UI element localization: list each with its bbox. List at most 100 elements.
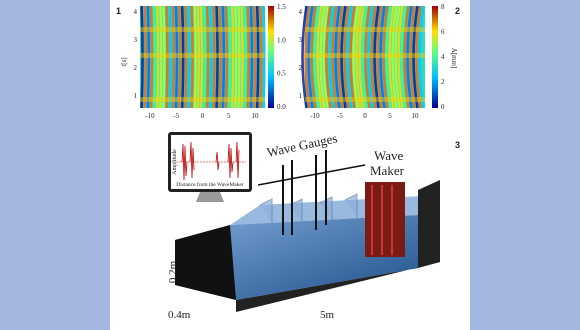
x-tick-label: -5 <box>173 112 179 120</box>
heatmap-stripe <box>418 5 425 109</box>
y-tick-label: 2 <box>134 64 138 72</box>
heatmap-band <box>140 97 265 102</box>
monitor-stand <box>196 192 224 202</box>
colorbar-tick-label: 0.5 <box>277 70 286 78</box>
heatmap-stripe <box>262 5 266 109</box>
heatmap-stripe <box>212 5 216 109</box>
heatmap-stripe <box>328 5 335 109</box>
heatmap-stripe <box>394 5 401 109</box>
panel-label: 2 <box>455 6 460 16</box>
colorbar <box>432 6 438 108</box>
y-tick-label: 3 <box>299 36 303 44</box>
wave-maker-paddles <box>371 185 393 255</box>
heatmap-stripe <box>346 5 353 109</box>
colorbar-tick-label: 0 <box>441 103 445 111</box>
colorbar <box>268 6 274 108</box>
heatmap-stripe <box>159 5 163 109</box>
heatmap-stripe <box>397 5 404 109</box>
heatmap-stripe <box>149 5 154 109</box>
heatmap-stripe <box>184 5 188 109</box>
x-tick-label: -10 <box>145 112 155 120</box>
heatmap-stripe <box>255 5 260 109</box>
heatmap-stripe <box>174 5 179 109</box>
heatmap-stripe <box>373 5 380 109</box>
heatmap-stripe <box>155 5 160 109</box>
heatmap-stripe <box>316 5 323 109</box>
heatmap-stripe <box>162 5 166 109</box>
heatmap-stripe <box>165 5 169 109</box>
maker-label: Wave <box>374 148 403 163</box>
heatmap-stripe <box>221 5 226 109</box>
tank-wall <box>418 180 440 268</box>
x-tick-label: -10 <box>310 112 320 120</box>
tank-bottom <box>236 250 440 312</box>
colorbar-tick-label: 4 <box>441 53 445 61</box>
x-tick-label: 10 <box>412 112 420 120</box>
y-tick-label: 1 <box>299 92 303 100</box>
heatmap-stripe <box>415 5 422 109</box>
heatmap-stripe <box>209 5 213 109</box>
heatmap-stripe <box>152 5 157 109</box>
x-tick-label: 10 <box>252 112 260 120</box>
x-tick-label: -5 <box>337 112 343 120</box>
heatmap-stripe <box>249 5 254 109</box>
colorbar-tick-label: 1.0 <box>277 36 286 44</box>
heatmap-stripe <box>252 5 257 109</box>
heatmap-band <box>305 53 425 58</box>
heatmap-stripe <box>370 5 377 109</box>
heatmap-stripe <box>400 5 407 109</box>
waves <box>259 193 358 223</box>
panel-label: 3 <box>455 140 460 150</box>
tank-end <box>175 225 236 300</box>
heatmap-stripe <box>364 5 371 109</box>
heatmap-stripe <box>301 5 308 109</box>
y-tick-label: 4 <box>134 8 138 16</box>
heatmap-stripe <box>388 5 395 109</box>
heatmap-stripe <box>180 5 185 109</box>
y-tick-label: 1 <box>134 92 138 100</box>
heatmap-stripe <box>227 5 232 109</box>
dim-label: 0.2m <box>167 260 179 283</box>
heatmap-stripe <box>259 5 263 109</box>
maker-label: Maker <box>370 163 405 178</box>
heatmap-stripe <box>187 5 191 109</box>
heatmap-stripe <box>343 5 350 109</box>
heatmap-stripe <box>307 5 314 109</box>
heatmap-stripe <box>168 5 172 109</box>
heatmap-stripe <box>202 5 207 109</box>
heatmap-stripe <box>240 5 244 109</box>
colorbar-tick-label: 8 <box>441 3 445 11</box>
colorbar-tick-label: 6 <box>441 28 445 36</box>
heatmap-stripe <box>361 5 368 109</box>
heatmap-stripe <box>385 5 392 109</box>
x-tick-label: 0 <box>363 112 367 120</box>
heatmap-stripe <box>322 5 329 109</box>
heatmap-stripe <box>140 5 144 109</box>
heatmap-stripe <box>205 5 210 109</box>
heatmap-stripe <box>409 5 416 109</box>
y-tick-label: 2 <box>299 64 303 72</box>
heatmap-stripe <box>224 5 229 109</box>
panel-label: 1 <box>116 6 121 16</box>
heatmap-band <box>305 27 425 32</box>
heatmap-stripe <box>406 5 413 109</box>
heatmap-1 <box>140 5 266 109</box>
heatmap-band <box>140 27 265 32</box>
dim-label: 0.4m <box>168 309 191 321</box>
heatmap-2 <box>301 5 425 109</box>
heatmap-stripe <box>243 5 247 109</box>
heatmap-stripe <box>237 5 241 109</box>
heatmap-stripe <box>230 5 235 109</box>
colorbar-tick-label: 1.5 <box>277 3 286 11</box>
heatmap-stripe <box>331 5 338 109</box>
heatmap-stripe <box>355 5 362 109</box>
signal <box>181 141 240 181</box>
heatmap-band <box>305 97 425 102</box>
heatmap-stripe <box>143 5 147 109</box>
monitor-xlabel: Distance from the WaveMaker <box>176 181 244 188</box>
heatmap-stripe <box>196 5 201 109</box>
heatmap-stripe <box>412 5 419 109</box>
heatmap-stripe <box>199 5 204 109</box>
dim-label: 5m <box>320 309 335 321</box>
